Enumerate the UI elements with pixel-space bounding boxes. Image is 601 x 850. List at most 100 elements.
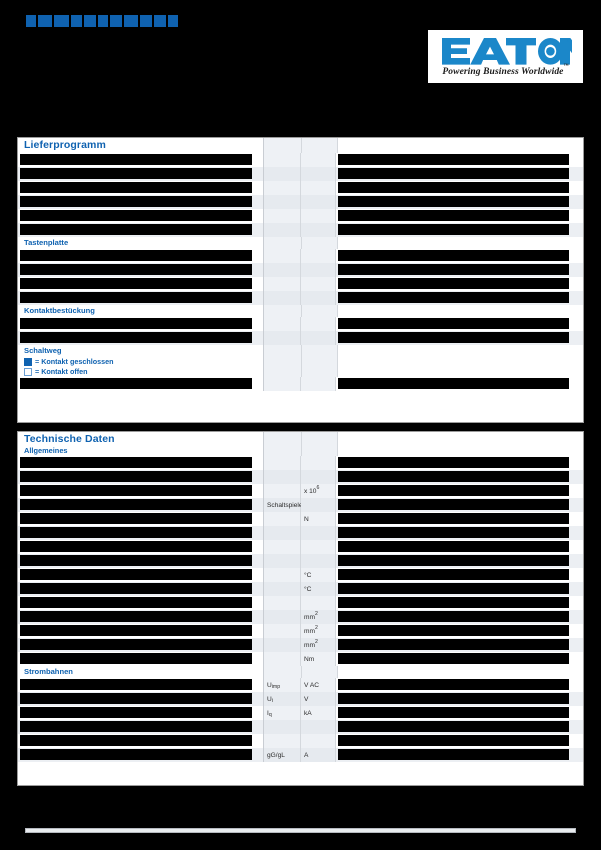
redacted-label — [20, 168, 252, 179]
redacted-value — [338, 471, 569, 482]
table-row: mm 2 — [18, 624, 583, 638]
row-symbol-cell — [264, 720, 301, 734]
redacted-label — [20, 154, 252, 165]
table-row — [18, 317, 583, 331]
row-value-cell — [336, 167, 583, 181]
row-label-cell — [18, 734, 264, 748]
row-value-cell — [336, 540, 583, 554]
redacted-label — [20, 513, 252, 524]
legend-label: = Kontakt offen — [35, 367, 88, 376]
redacted-value — [338, 735, 569, 746]
redacted-label — [20, 471, 252, 482]
table-row — [18, 526, 583, 540]
table-row — [18, 223, 583, 237]
redacted-label — [20, 679, 252, 690]
group-heading: Strombahnen — [24, 667, 73, 676]
section-heading-row: Technische Daten Allgemeines — [18, 432, 583, 456]
table-row: mm 2 — [18, 610, 583, 624]
section-heading-row: Kontaktbestückung — [18, 305, 583, 317]
row-value-cell — [336, 470, 583, 484]
redacted-value — [338, 555, 569, 566]
row-value-cell — [336, 526, 583, 540]
table-row — [18, 181, 583, 195]
redacted-label — [20, 210, 252, 221]
table-row — [18, 277, 583, 291]
redacted-label — [20, 693, 252, 704]
row-label-cell — [18, 624, 264, 638]
redacted-label — [20, 569, 252, 580]
row-symbol-cell: gG/gL — [264, 748, 301, 762]
redacted-value — [338, 721, 569, 732]
row-label-cell — [18, 263, 264, 277]
row-symbol-cell — [264, 377, 301, 391]
redacted-value — [338, 457, 569, 468]
svg-text:®: ® — [566, 38, 569, 43]
redacted-value — [338, 693, 569, 704]
schaltweg-legend-item: = Kontakt geschlossen — [24, 357, 257, 366]
row-label-cell — [18, 223, 264, 237]
redacted-label — [20, 541, 252, 552]
row-label-cell — [18, 331, 264, 345]
row-value-cell — [336, 263, 583, 277]
row-unit-cell — [301, 291, 336, 305]
table-row — [18, 456, 583, 470]
row-label-cell — [18, 706, 264, 720]
row-symbol-cell — [264, 181, 301, 195]
redacted-value — [338, 653, 569, 664]
table-row — [18, 554, 583, 568]
redacted-label — [20, 707, 252, 718]
row-unit-cell: A — [301, 748, 336, 762]
row-unit-cell: mm 2 — [301, 624, 336, 638]
table-row — [18, 209, 583, 223]
redacted-value — [338, 569, 569, 580]
table-row — [18, 263, 583, 277]
row-value-cell — [336, 596, 583, 610]
redacted-value — [338, 513, 569, 524]
eaton-wordmark-icon: ® — [441, 37, 572, 65]
row-value-cell — [336, 652, 583, 666]
row-symbol-cell — [264, 652, 301, 666]
row-unit-cell: mm 2 — [301, 610, 336, 624]
redacted-value — [338, 527, 569, 538]
row-unit-cell: V AC — [301, 678, 336, 692]
redacted-label — [20, 527, 252, 538]
eaton-tagline: Powering Business Worldwide™ — [442, 63, 569, 78]
redacted-value — [338, 639, 569, 650]
table-row: N — [18, 512, 583, 526]
row-symbol-cell — [264, 195, 301, 209]
row-label-cell — [18, 526, 264, 540]
redacted-label — [20, 749, 252, 760]
group-heading: Kontaktbestückung — [24, 306, 95, 315]
row-unit-cell — [301, 263, 336, 277]
table-row: Schaltspiele/h — [18, 498, 583, 512]
row-symbol-cell — [264, 277, 301, 291]
row-unit-cell — [301, 734, 336, 748]
redacted-label — [20, 653, 252, 664]
redacted-label — [20, 224, 252, 235]
row-value-cell — [336, 317, 583, 331]
table-row: °C — [18, 582, 583, 596]
redacted-value — [338, 597, 569, 608]
row-value-cell — [336, 277, 583, 291]
row-label-cell — [18, 277, 264, 291]
redacted-label — [20, 721, 252, 732]
row-value-cell — [336, 249, 583, 263]
row-label-cell — [18, 652, 264, 666]
row-label-cell — [18, 582, 264, 596]
schaltweg-legend-item: = Kontakt offen — [24, 367, 257, 376]
row-value-cell — [336, 706, 583, 720]
redacted-value — [338, 541, 569, 552]
row-symbol-cell — [264, 638, 301, 652]
panel-subtitle: Allgemeines — [24, 446, 68, 455]
row-value-cell — [336, 512, 583, 526]
redacted-label — [20, 332, 252, 343]
row-symbol-cell — [264, 209, 301, 223]
panel-title: Technische Daten — [24, 433, 115, 445]
redacted-label — [20, 278, 252, 289]
redacted-label — [20, 250, 252, 261]
row-symbol-cell — [264, 153, 301, 167]
table-row: mm 2 — [18, 638, 583, 652]
